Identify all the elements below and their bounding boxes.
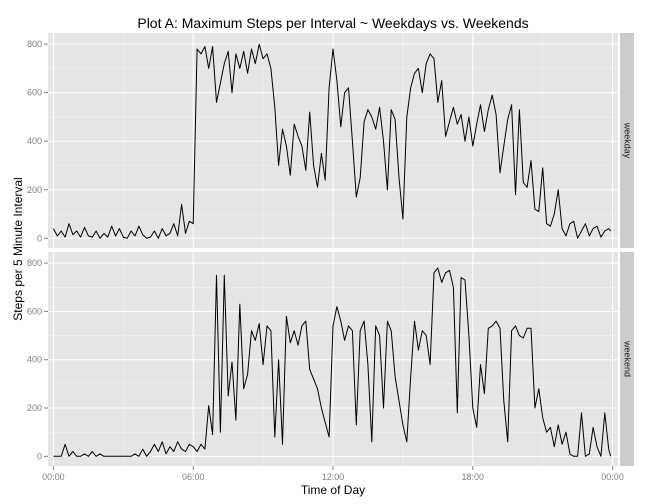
facet-strip-label: weekend	[623, 340, 633, 377]
x-axis-title: Time of Day	[301, 483, 365, 497]
series-line-weekday	[52, 43, 611, 239]
facet-weekend: 0 200 400 600 800 weekend	[27, 252, 634, 466]
y-tick-label: 600	[27, 306, 42, 316]
chart-title: Plot A: Maximum Steps per Interval ~ Wee…	[137, 15, 528, 31]
y-axis-title: Steps per 5 Minute Interval	[11, 177, 25, 320]
y-tick-label: 400	[27, 136, 42, 146]
x-tick-label: 00:00	[601, 472, 624, 482]
y-tick-label: 800	[27, 258, 42, 268]
x-tick-label: 06:00	[182, 472, 205, 482]
y-tick-label: 0	[37, 451, 42, 461]
x-tick-label: 18:00	[462, 472, 485, 482]
y-tick-label: 600	[27, 88, 42, 98]
y-tick-label: 200	[27, 185, 42, 195]
facet-weekday: 0 200 400 600 800 weekday	[27, 33, 634, 248]
series-line-weekend	[53, 267, 612, 457]
y-tick-label: 400	[27, 355, 42, 365]
y-tick-label: 0	[37, 233, 42, 243]
facet-strip-label: weekday	[623, 122, 633, 159]
y-tick-label: 200	[27, 403, 42, 413]
x-tick-label: 12:00	[322, 472, 345, 482]
facet-strip	[620, 33, 634, 248]
x-tick-label: 00:00	[42, 472, 65, 482]
facet-panels: 0 200 400 600 800 weekday 0 200 400 600 800 weekend…	[27, 33, 634, 482]
facet-strip	[620, 252, 634, 466]
y-tick-label: 800	[27, 39, 42, 49]
